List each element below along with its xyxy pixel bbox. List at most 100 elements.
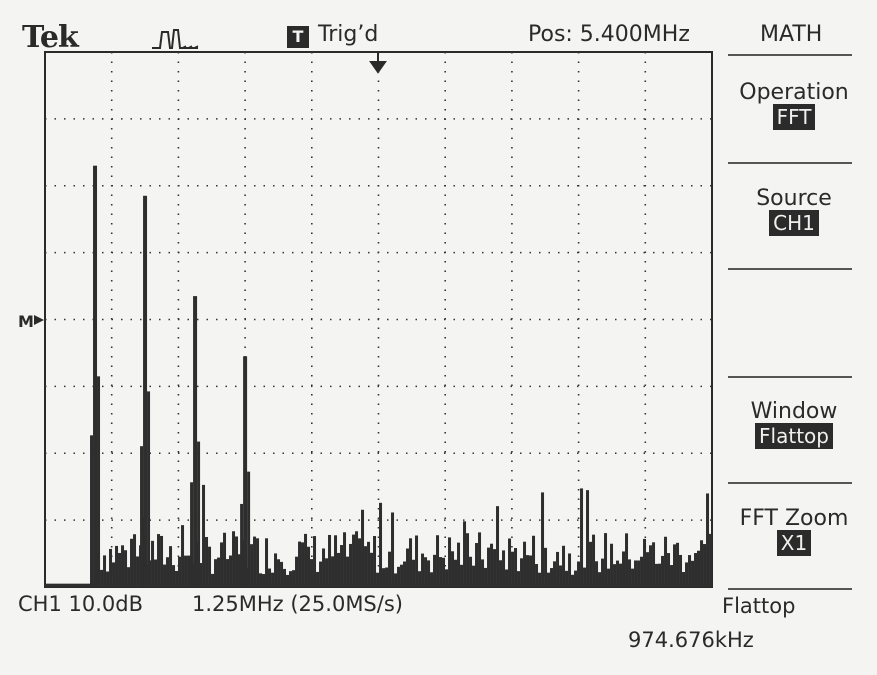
menu-divider (728, 482, 852, 484)
noise-bar (109, 548, 113, 587)
noise-bar (169, 546, 173, 587)
noise-bar (448, 537, 452, 587)
noise-bar (232, 531, 236, 587)
noise-bar (178, 556, 182, 587)
noise-bar (604, 533, 608, 587)
source-label: Source (756, 186, 832, 211)
spectrum-bars (45, 165, 713, 587)
math-reference-arrow (34, 315, 44, 325)
noise-bar (124, 550, 128, 587)
noise-bar (325, 558, 329, 587)
noise-bar (436, 535, 440, 587)
window-value: Flattop (755, 423, 833, 449)
noise-bar (508, 538, 512, 587)
window-button[interactable]: Window Flattop (726, 399, 862, 449)
noise-bar (394, 573, 398, 587)
noise-bar (496, 506, 500, 587)
noise-bar (511, 551, 515, 587)
peak-skirt (197, 441, 201, 587)
noise-bar (157, 534, 161, 587)
noise-bar (346, 556, 350, 587)
noise-bar (187, 555, 191, 587)
cursor-frequency: 974.676kHz (628, 628, 754, 652)
noise-bar (316, 571, 320, 587)
noise-bar (529, 555, 533, 587)
noise-bar (562, 545, 566, 587)
harmonic-peak (93, 165, 98, 587)
noise-bar (250, 544, 254, 587)
math-reference-label: M (18, 312, 34, 331)
baseline-segment (45, 583, 96, 587)
operation-button[interactable]: Operation FFT (726, 80, 862, 130)
noise-bar (130, 538, 134, 587)
noise-bar (265, 538, 269, 587)
noise-bar (634, 560, 638, 587)
fft-zoom-button[interactable]: FFT Zoom X1 (726, 506, 862, 556)
noise-bar (619, 563, 623, 587)
noise-bar (289, 571, 293, 587)
noise-bar (442, 557, 446, 587)
peak-skirt (240, 503, 244, 587)
noise-bar (202, 484, 206, 587)
noise-bar (331, 556, 335, 587)
noise-bar (274, 553, 278, 587)
noise-bar (631, 568, 635, 587)
window-label: Window (750, 399, 838, 424)
noise-bar (367, 541, 371, 587)
noise-bar (397, 566, 401, 587)
noise-bar (595, 561, 599, 587)
noise-bar (484, 567, 488, 587)
noise-bar (352, 534, 356, 587)
peak-skirt (140, 446, 144, 587)
noise-bar (268, 568, 272, 587)
noise-bar (163, 564, 167, 587)
noise-bar (121, 545, 125, 587)
noise-bar (349, 543, 353, 587)
noise-bar (385, 567, 389, 587)
noise-bar (208, 546, 212, 587)
noise-bar (703, 544, 707, 587)
noise-bar (376, 572, 380, 587)
noise-bar (295, 556, 299, 587)
noise-bar (283, 568, 287, 587)
noise-bar (580, 488, 584, 587)
operation-label: Operation (739, 80, 849, 105)
noise-bar (205, 536, 209, 587)
noise-bar (583, 567, 587, 587)
peak-skirt (97, 376, 101, 587)
noise-bar (151, 540, 155, 587)
noise-bar (565, 570, 569, 587)
fft-zoom-value: X1 (776, 530, 812, 556)
noise-bar (100, 569, 104, 587)
noise-bar (175, 570, 179, 587)
menu-divider (728, 54, 852, 56)
source-button[interactable]: Source CH1 (726, 186, 862, 236)
trigger-position-marker (369, 52, 387, 74)
noise-bar (364, 546, 368, 587)
noise-bar (184, 555, 188, 587)
brand-logo: Tek (22, 20, 79, 55)
noise-bar (469, 556, 473, 587)
noise-bar (427, 560, 431, 587)
noise-bar (514, 548, 518, 587)
noise-bar (400, 564, 404, 587)
noise-bar (670, 565, 674, 587)
noise-bar (223, 532, 227, 587)
noise-bar (688, 555, 692, 587)
noise-bar (379, 502, 383, 587)
noise-bar (409, 538, 413, 587)
noise-bar (709, 533, 713, 587)
noise-bar (517, 571, 521, 587)
noise-bar (697, 550, 701, 587)
noise-bar (628, 559, 632, 587)
noise-bar (643, 538, 647, 587)
noise-bar (262, 574, 266, 587)
noise-bar (466, 533, 470, 587)
noise-bar (259, 573, 263, 587)
noise-bar (172, 565, 176, 587)
noise-bar (661, 555, 665, 587)
noise-bar (520, 558, 524, 587)
noise-bar (292, 570, 296, 587)
noise-bar (622, 551, 626, 587)
noise-bar (154, 559, 158, 587)
